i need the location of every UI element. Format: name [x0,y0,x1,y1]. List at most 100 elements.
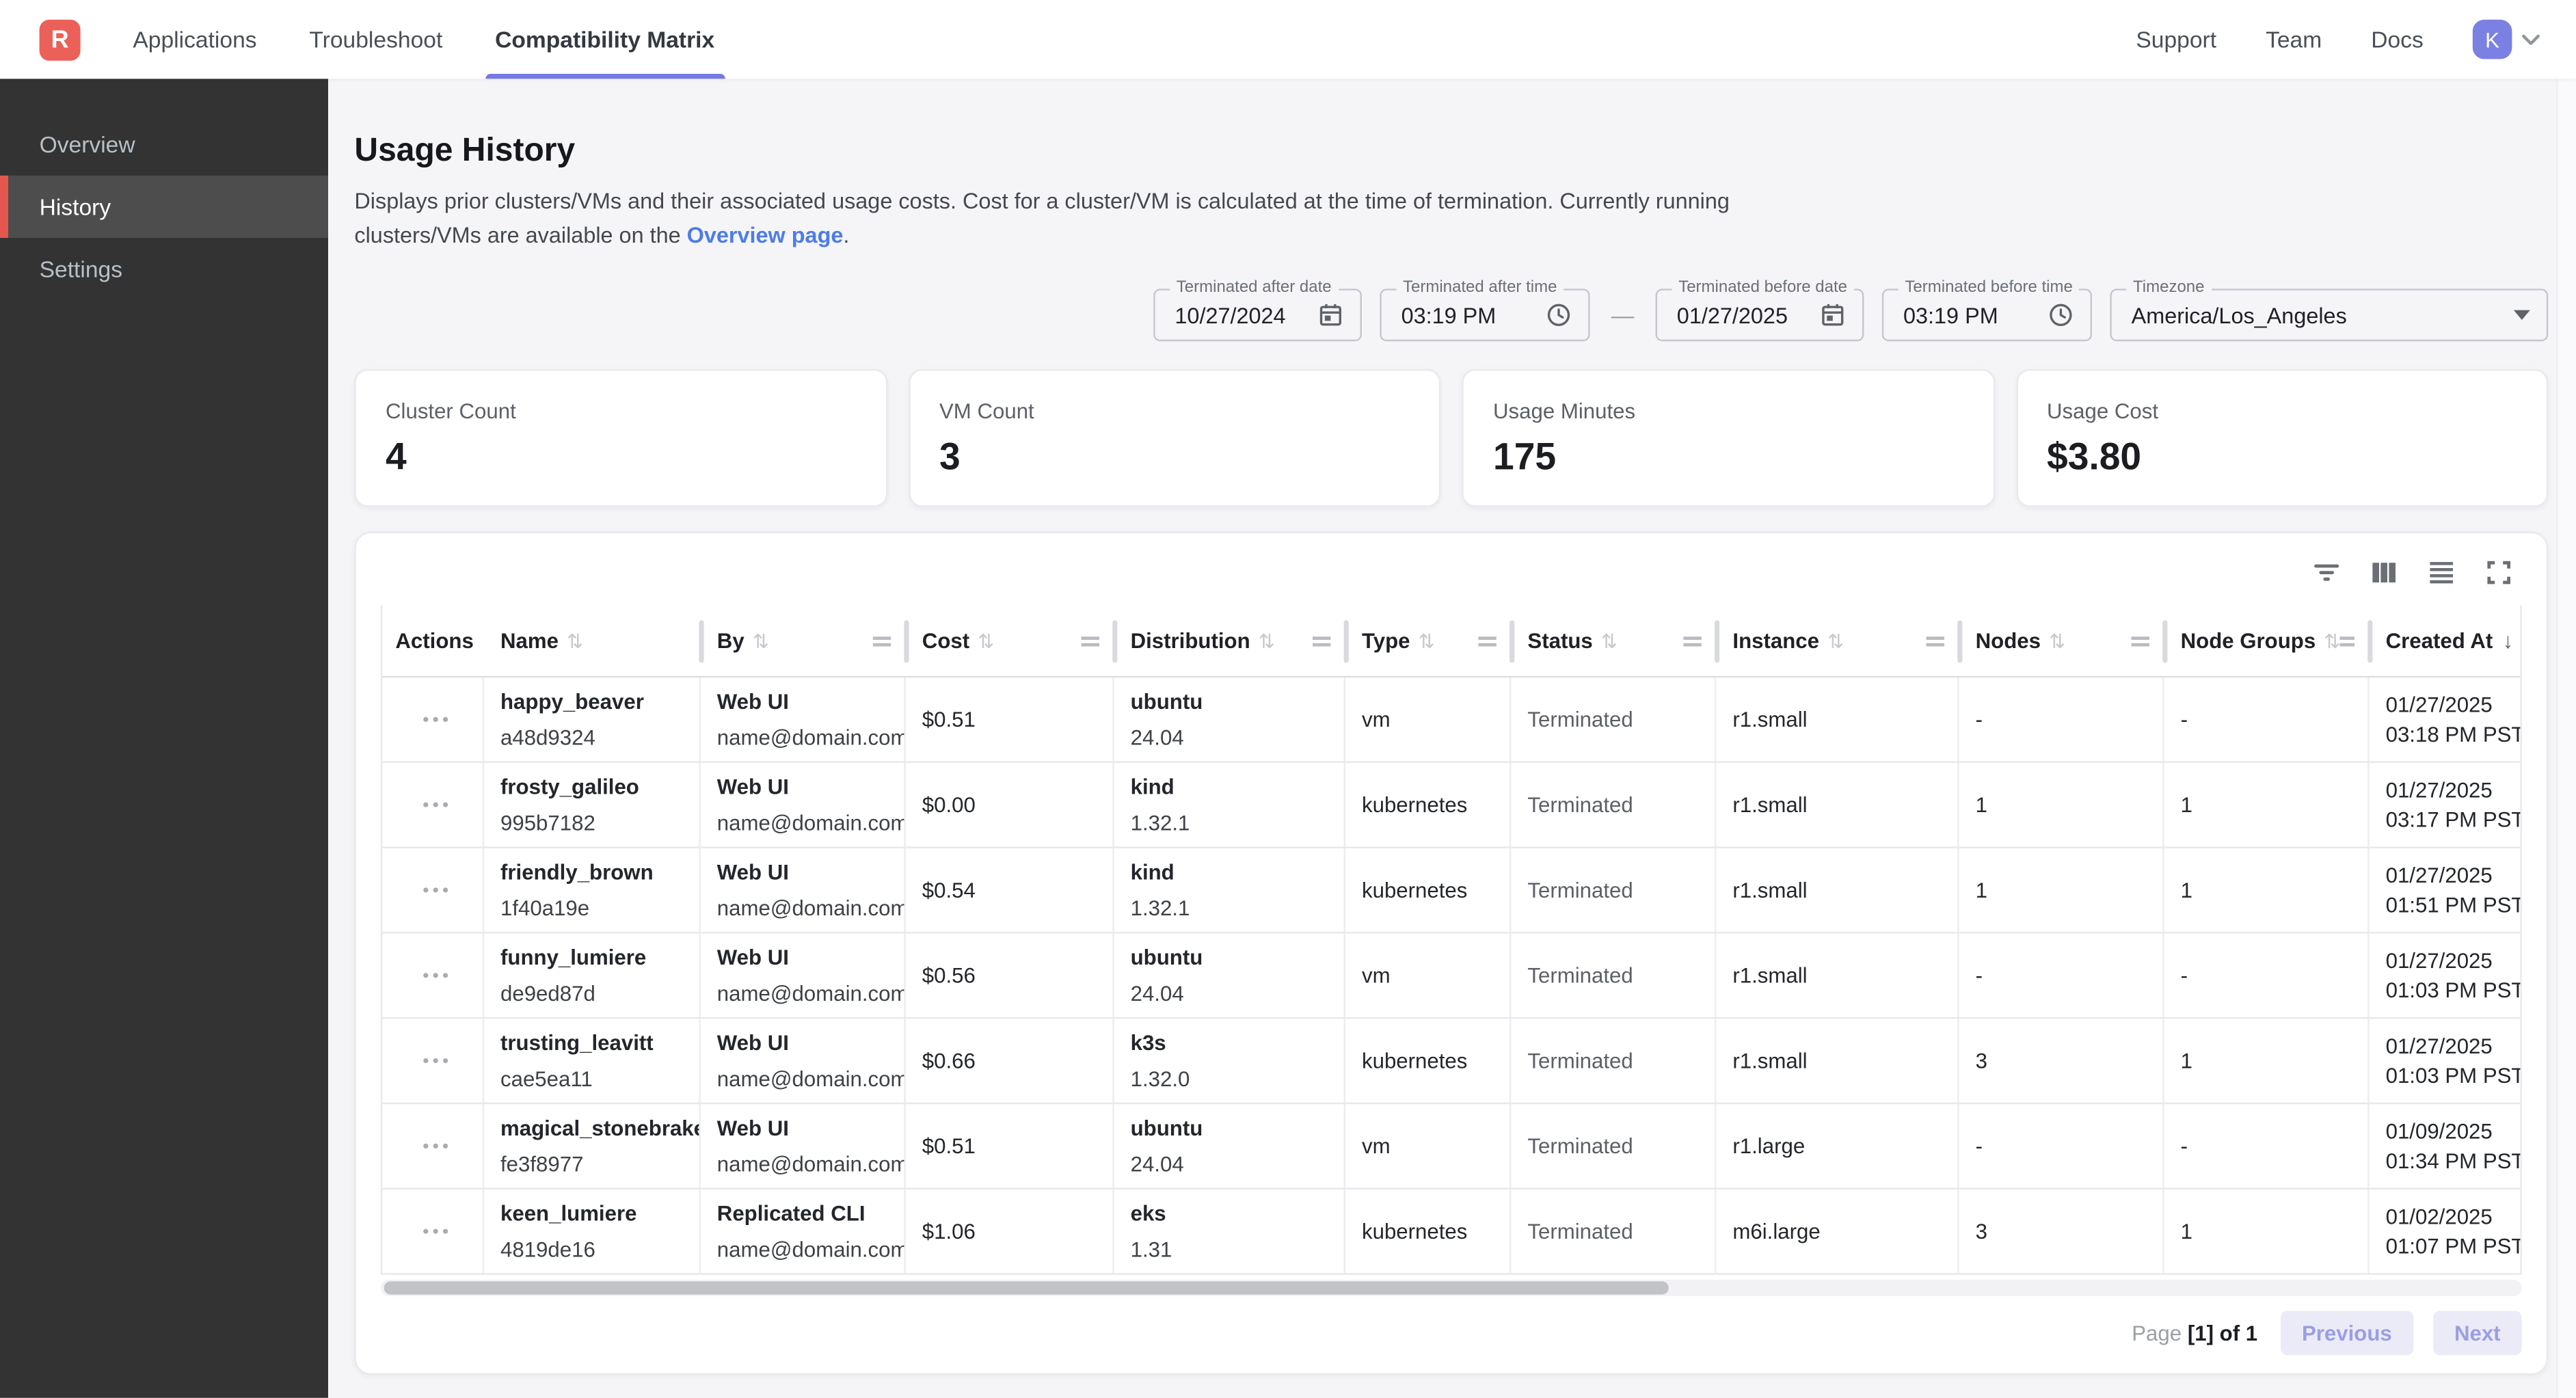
row-actions-cell [382,848,484,932]
sidebar-item-settings[interactable]: Settings [0,238,328,300]
column-header-cost[interactable]: Cost ⇅ [906,606,1114,676]
created-by-email-link[interactable]: name@domain.com [717,1064,894,1093]
column-menu-icon[interactable] [1683,636,1701,645]
distribution-cell: ubuntu 24.04 [1114,677,1345,761]
column-header-status[interactable]: Status ⇅ [1511,606,1716,676]
table-row[interactable]: funny_lumiere de9ed87d Web UI name@domai… [382,934,2520,1019]
data-grid: Actions Name ⇅ By ⇅ Cost [381,606,2522,1275]
sidebar-item-history[interactable]: History [0,176,328,238]
description-line2: clusters/VMs are available on the [354,223,686,247]
status-badge: Terminated [1527,1049,1704,1073]
terminated-before-date-field[interactable]: Terminated before date 01/27/2025 [1656,288,1864,341]
distribution-cell: kind 1.32.1 [1114,848,1345,932]
cluster-id: 4819de16 [500,1235,689,1264]
status-cell: Terminated [1511,934,1716,1017]
created-by-email-link[interactable]: name@domain.com [717,893,894,923]
nav-link-team[interactable]: Team [2266,26,2322,52]
calendar-icon[interactable] [1317,302,1343,328]
column-header-type[interactable]: Type ⇅ [1345,606,1511,676]
stat-card-vm-count: VM Count 3 [908,369,1440,507]
cost-value: $0.00 [922,792,1103,817]
row-actions-cell [382,1189,484,1273]
column-header-distribution[interactable]: Distribution ⇅ [1114,606,1345,676]
column-header-by[interactable]: By ⇅ [701,606,906,676]
tab-applications[interactable]: Applications [133,0,256,79]
overview-page-link[interactable]: Overview page [687,223,844,247]
terminated-after-date-field[interactable]: Terminated after date 10/27/2024 [1153,288,1362,341]
column-header-nodes[interactable]: Nodes ⇅ [1959,606,2164,676]
created-at-cell: 01/27/2025 03:17 PM PST [2370,763,2521,846]
dropdown-caret-icon [2514,310,2530,320]
page-scrollbar[interactable] [2556,79,2576,1398]
node-groups-value: 1 [2181,1049,2358,1073]
created-by-email-link[interactable]: name@domain.com [717,1235,894,1264]
field-label: Timezone [2126,279,2211,297]
table-row[interactable]: magical_stonebraker fe3f8977 Web UI name… [382,1104,2520,1189]
account-menu[interactable]: K [2473,20,2540,59]
stat-cards: Cluster Count 4 VM Count 3 Usage Minutes… [354,369,2548,507]
status-cell: Terminated [1511,1104,1716,1187]
stat-card-cluster-count: Cluster Count 4 [354,369,887,507]
table-row[interactable]: trusting_leavitt cae5ea11 Web UI name@do… [382,1019,2520,1104]
column-menu-icon[interactable] [873,636,891,645]
tab-troubleshoot[interactable]: Troubleshoot [309,0,442,79]
created-by-email-link[interactable]: name@domain.com [717,808,894,837]
column-header-instance[interactable]: Instance ⇅ [1716,606,1959,676]
timezone-select[interactable]: Timezone America/Los_Angeles [2110,288,2548,341]
created-date: 01/27/2025 [2386,1031,2510,1060]
row-actions-menu-icon[interactable] [414,875,457,904]
distribution-name: ubuntu [1131,686,1334,716]
column-label: Name [500,628,559,653]
column-header-node-groups[interactable]: Node Groups ⇅ [2164,606,2370,676]
filter-icon[interactable] [2310,556,2343,589]
sort-icon: ⇅ [978,629,994,652]
created-by-email-link[interactable]: name@domain.com [717,723,894,752]
row-actions-menu-icon[interactable] [414,790,457,820]
column-menu-icon[interactable] [1082,636,1099,645]
row-actions-menu-icon[interactable] [414,705,457,734]
instance-cell: r1.small [1716,677,1959,761]
table-row[interactable]: keen_lumiere 4819de16 Replicated CLI nam… [382,1189,2520,1275]
density-icon[interactable] [2425,556,2458,589]
row-actions-menu-icon[interactable] [414,1131,457,1161]
nav-link-support[interactable]: Support [2136,26,2216,52]
created-by-email-link[interactable]: name@domain.com [717,979,894,1008]
avatar[interactable]: K [2473,20,2512,59]
instance-value: r1.small [1732,878,1947,902]
filter-row: Terminated after date 10/27/2024 Termina… [1153,288,2548,341]
node-groups-cell: 1 [2164,1189,2370,1273]
replicated-logo[interactable]: R [40,19,81,60]
column-menu-icon[interactable] [2340,636,2354,645]
fullscreen-icon[interactable] [2482,556,2515,589]
sidebar-item-overview[interactable]: Overview [0,113,328,176]
cost-cell: $0.00 [906,763,1114,846]
created-by-source: Web UI [717,686,894,716]
column-header-name[interactable]: Name ⇅ [484,606,701,676]
description-line1: Displays prior clusters/VMs and their as… [354,189,1729,213]
column-menu-icon[interactable] [1313,636,1330,645]
row-actions-menu-icon[interactable] [414,1217,457,1246]
clock-icon[interactable] [2048,302,2074,328]
next-button[interactable]: Next [2433,1311,2522,1356]
previous-button[interactable]: Previous [2281,1311,2413,1356]
row-actions-menu-icon[interactable] [414,960,457,990]
column-header-created-at[interactable]: Created At ↓ [2370,606,2521,676]
nodes-value: - [1976,963,2153,988]
column-menu-icon[interactable] [2132,636,2149,645]
clock-icon[interactable] [1546,302,1572,328]
created-by-email-link[interactable]: name@domain.com [717,1149,894,1179]
columns-icon[interactable] [2367,556,2400,589]
type-cell: kubernetes [1345,1019,1511,1102]
column-menu-icon[interactable] [1927,636,1944,645]
column-menu-icon[interactable] [1478,636,1496,645]
table-row[interactable]: happy_beaver a48d9324 Web UI name@domain… [382,677,2520,763]
tab-compatibility-matrix[interactable]: Compatibility Matrix [495,0,714,79]
table-row[interactable]: friendly_brown 1f40a19e Web UI name@doma… [382,848,2520,934]
nav-link-docs[interactable]: Docs [2371,26,2424,52]
row-actions-menu-icon[interactable] [414,1046,457,1075]
table-row[interactable]: frosty_galileo 995b7182 Web UI name@doma… [382,763,2520,848]
terminated-after-time-field[interactable]: Terminated after time 03:19 PM [1380,288,1589,341]
terminated-before-time-field[interactable]: Terminated before time 03:19 PM [1882,288,2092,341]
horizontal-scrollbar-thumb[interactable] [384,1281,1669,1294]
calendar-icon[interactable] [1820,302,1846,328]
